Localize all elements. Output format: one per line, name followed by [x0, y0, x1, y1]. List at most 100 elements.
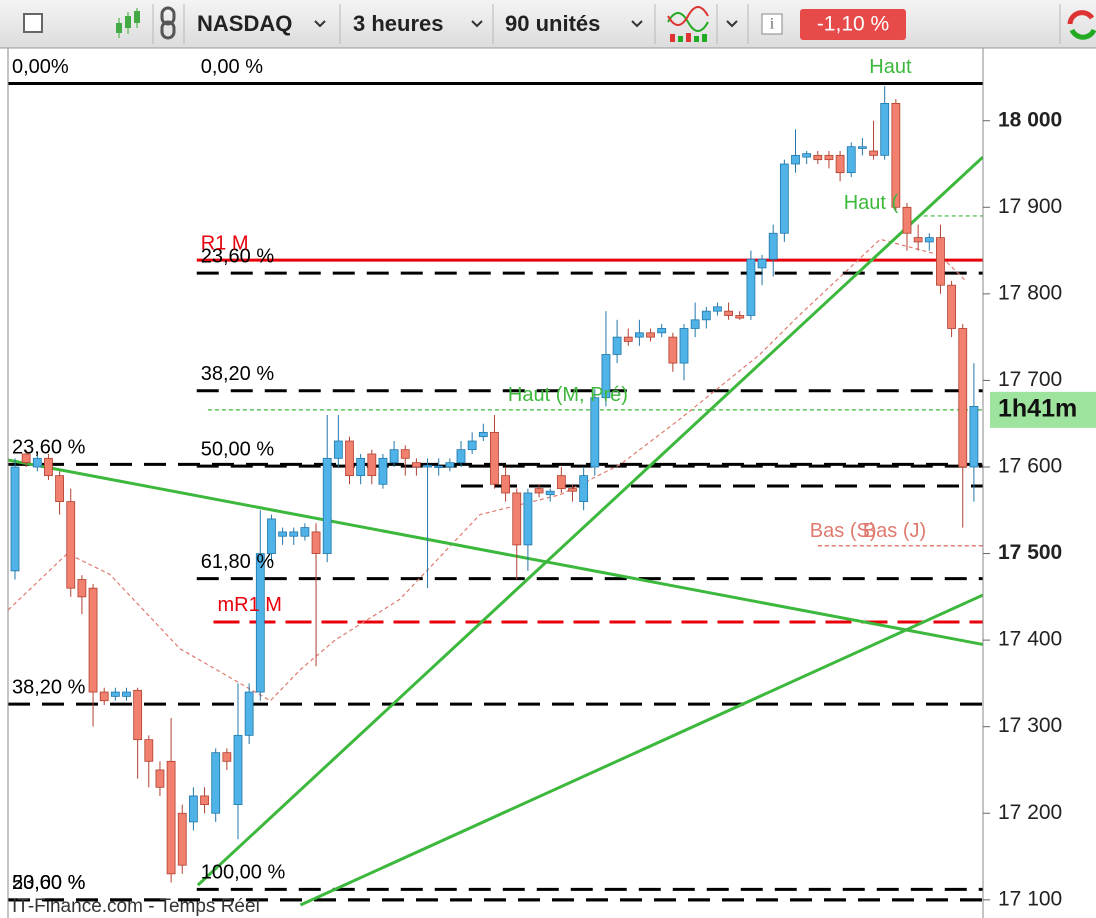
candle-body	[144, 739, 154, 762]
candle-body	[188, 795, 198, 823]
y-tick-label: 17 500	[998, 541, 1062, 564]
candle-body	[267, 518, 276, 554]
candle-body	[411, 462, 421, 468]
chart-type-button[interactable]	[116, 8, 140, 38]
candle-body	[177, 812, 187, 866]
candle-body	[166, 760, 176, 875]
info-button[interactable]: i	[761, 13, 783, 35]
chevron	[471, 20, 483, 28]
candle-body	[969, 405, 979, 468]
candle-body	[713, 306, 722, 312]
candle-body	[746, 258, 756, 316]
candle-body	[824, 154, 834, 161]
candle-body	[902, 206, 912, 234]
candle-body	[657, 328, 667, 334]
candle-body	[110, 691, 120, 697]
level-label: Bas (J)	[863, 520, 926, 542]
trendline	[8, 458, 983, 646]
svg-text:i: i	[770, 16, 775, 33]
candle-body	[735, 315, 745, 319]
level-label: Bas (S)	[810, 520, 877, 542]
candle-body	[635, 332, 644, 338]
toolbar: NASDAQ 3 heures 90 unités i -1,10 %	[0, 0, 1096, 49]
candle-body	[255, 553, 265, 693]
candle-body	[222, 752, 232, 762]
candle-body	[378, 457, 388, 485]
candle-body	[701, 310, 711, 321]
candle-body	[122, 691, 131, 697]
candle-body	[233, 734, 243, 805]
candle-body	[813, 154, 823, 161]
candle-body	[99, 691, 109, 702]
level-label: 38,20 %	[201, 363, 275, 385]
candle-body	[490, 431, 499, 485]
candle-body	[646, 332, 655, 338]
candle-body	[590, 397, 600, 468]
candle-body	[10, 466, 20, 572]
period-select[interactable]: 3 heures	[353, 11, 444, 36]
y-tick-label: 17 200	[998, 801, 1062, 824]
trendline	[299, 593, 983, 907]
candle-body	[244, 691, 254, 736]
candle-body	[612, 336, 622, 355]
candle-body	[791, 154, 800, 165]
moving-average	[8, 238, 966, 702]
source-text: IT-Finance.com - Temps Réel	[12, 896, 260, 917]
symbol-select[interactable]: NASDAQ	[197, 11, 292, 36]
countdown-tag	[990, 391, 1096, 428]
y-tick-label: 17 100	[998, 887, 1062, 910]
y-tick-label: 17 300	[998, 714, 1062, 737]
units-select[interactable]: 90 unités	[505, 11, 600, 36]
level-label: 23,60 %	[12, 872, 86, 894]
candle-body	[44, 457, 53, 477]
candle-body	[568, 488, 577, 492]
plot-area	[8, 81, 983, 907]
level-label: 0,00%	[12, 56, 69, 78]
candle-body	[155, 769, 165, 788]
toolbar-bg	[0, 0, 1096, 48]
y-tick-label: 17 600	[998, 455, 1062, 478]
candle-body	[200, 795, 209, 805]
candle-body	[958, 328, 968, 468]
candle-body	[333, 440, 343, 459]
candle-body	[668, 336, 678, 364]
candle-body	[534, 488, 544, 494]
candle-body	[434, 465, 444, 469]
change-value: -1,10 %	[817, 13, 889, 36]
candle-body	[869, 150, 878, 156]
candle-body	[947, 284, 956, 329]
level-label: mR1 M	[217, 594, 281, 616]
y-tick-label: 18 000	[998, 108, 1062, 131]
countdown-label: 1h41m	[998, 394, 1077, 422]
candle-body	[601, 354, 611, 399]
y-tick-label: 17 400	[998, 628, 1062, 651]
trendline	[196, 155, 983, 887]
y-tick-label: 17 800	[998, 281, 1062, 304]
indicator-button[interactable]	[667, 6, 709, 42]
candle-body	[345, 440, 354, 477]
candle-body	[133, 689, 143, 741]
level-label: 50,00 %	[12, 872, 86, 894]
level-label: Haut	[869, 56, 912, 78]
level-label: 23,60 %	[12, 437, 86, 459]
candle-body	[679, 328, 689, 364]
y-tick-label: 17 700	[998, 368, 1062, 391]
level-label: 61,80 %	[201, 551, 275, 573]
candle-body	[400, 449, 410, 459]
chevron	[631, 20, 643, 28]
refresh-button[interactable]	[1067, 10, 1096, 40]
candle-body	[445, 462, 455, 468]
indicator-menu[interactable]	[726, 20, 738, 28]
candle-body	[88, 587, 98, 693]
level-label: R1 M	[201, 232, 249, 254]
window-button[interactable]	[23, 13, 43, 33]
candle-body	[356, 457, 366, 477]
candle-body	[690, 319, 700, 329]
candle-body	[478, 431, 488, 438]
level-label: 100,00 %	[201, 862, 286, 884]
candle-body	[936, 237, 945, 286]
candle-body	[32, 457, 42, 468]
candle-body	[456, 449, 466, 464]
chevron	[314, 20, 326, 28]
link-button[interactable]	[160, 6, 176, 40]
